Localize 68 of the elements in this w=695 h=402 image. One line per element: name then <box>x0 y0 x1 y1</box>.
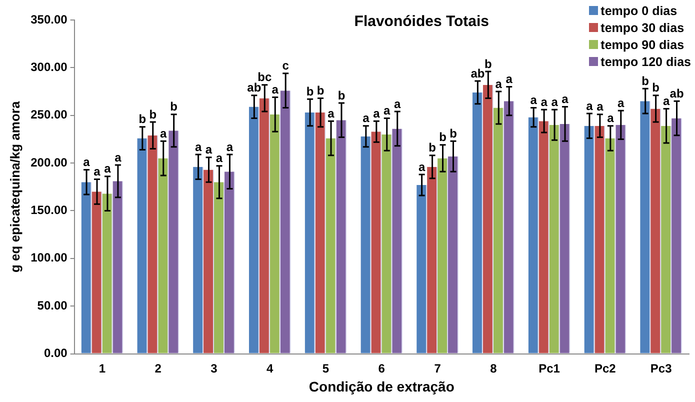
data-label: a <box>114 150 122 164</box>
data-label: a <box>160 126 168 140</box>
x-tick-label: Pc1 <box>538 361 560 376</box>
data-label: a <box>373 106 380 120</box>
data-label: b <box>652 80 660 95</box>
y-tick-label: 200.00 <box>30 155 68 170</box>
data-label: a <box>384 104 391 118</box>
y-tick-label: 300.00 <box>30 60 68 74</box>
y-tick-label: 0.00 <box>44 346 68 360</box>
x-tick-label: 1 <box>98 361 106 376</box>
legend-label: tempo 30 dias <box>600 20 684 34</box>
data-label: b <box>138 112 146 126</box>
data-label: b <box>149 107 157 122</box>
data-label: a <box>394 96 402 111</box>
data-label: a <box>418 160 426 174</box>
data-label: b <box>170 100 178 114</box>
data-label: a <box>328 106 335 120</box>
y-tick-label: 250.00 <box>30 108 68 122</box>
data-label: ab <box>670 86 684 100</box>
y-tick-label: 150.00 <box>30 203 68 218</box>
data-label: a <box>272 82 279 97</box>
x-tick-label: 3 <box>210 361 218 376</box>
data-label: a <box>83 155 90 170</box>
data-label: a <box>226 140 234 154</box>
x-axis-title: Condição de extração <box>308 378 454 394</box>
data-label: b <box>450 126 457 140</box>
x-tick-label: 2 <box>154 361 162 376</box>
data-label: a <box>551 94 558 109</box>
data-label: b <box>484 56 492 71</box>
data-label: a <box>104 162 112 176</box>
legend-label: tempo 90 dias <box>600 38 684 52</box>
x-tick-label: 6 <box>378 361 386 376</box>
data-label: b <box>316 84 324 98</box>
data-label: a <box>194 140 202 154</box>
y-tick-label: 100.00 <box>30 250 68 265</box>
x-tick-label: 4 <box>266 361 274 376</box>
data-label: a <box>94 164 101 179</box>
data-label: b <box>642 74 650 88</box>
data-label: a <box>506 72 513 86</box>
data-label: a <box>607 111 614 126</box>
y-tick-label: 350.00 <box>30 12 68 26</box>
x-tick-label: 8 <box>490 361 498 376</box>
x-tick-label: Pc2 <box>594 361 616 376</box>
legend-label: tempo 120 dias <box>600 54 691 68</box>
x-tick-label: Pc3 <box>650 361 672 376</box>
data-label: a <box>596 100 604 114</box>
data-label: c <box>282 58 290 73</box>
data-label: a <box>586 98 594 113</box>
data-label: a <box>205 142 212 157</box>
data-label: a <box>662 94 670 108</box>
data-label: b <box>338 88 346 102</box>
data-label: a <box>530 93 538 108</box>
chart-title: Flavonóides Totais <box>354 13 490 30</box>
data-label: a <box>540 94 548 109</box>
x-tick-label: 5 <box>322 361 330 376</box>
data-label: a <box>562 92 569 106</box>
data-label: ab <box>470 66 485 80</box>
data-label: b <box>428 140 436 155</box>
data-label: b <box>306 84 314 98</box>
data-label: a <box>618 96 625 110</box>
data-label: b <box>439 130 446 144</box>
x-tick-label: 7 <box>434 361 442 376</box>
data-label: a <box>495 76 502 91</box>
legend-label: tempo 0 dias <box>600 4 678 18</box>
data-label: a <box>216 151 223 166</box>
y-tick-label: 50.00 <box>37 298 68 312</box>
y-axis-title: g eq epicatequina/kg amora <box>7 100 22 273</box>
data-label: a <box>362 111 370 126</box>
